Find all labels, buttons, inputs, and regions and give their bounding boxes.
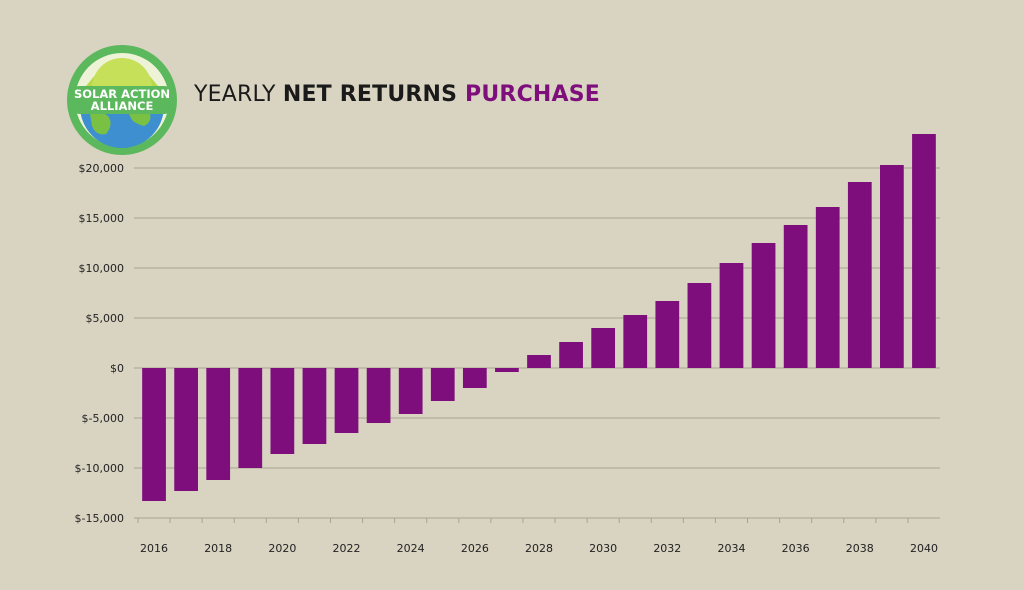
title-part-3: PURCHASE (457, 82, 601, 107)
x-axis-ticks: 2016 2018 2020 2022 2024 2026 2028 2030 2032 2034… (137, 518, 938, 555)
x-tick-label: 2026 (461, 542, 489, 555)
bar-2034 (719, 263, 744, 368)
x-tick-label: 2028 (525, 542, 553, 555)
x-tick-label: 2038 (846, 542, 874, 555)
x-tick-label: 2020 (268, 542, 296, 555)
bar-2029 (559, 342, 583, 368)
bar-2035 (751, 243, 776, 368)
title-part-2: NET RETURNS (282, 82, 458, 107)
y-tick-label: $-10,000 (75, 462, 124, 475)
x-tick-label: 2040 (910, 542, 938, 555)
bar-2036 (783, 225, 808, 368)
chart-title: YEARLY NET RETURNS PURCHASE (194, 82, 600, 107)
bar-2040 (912, 134, 936, 368)
bar-2021 (302, 368, 327, 444)
y-tick-label: $15,000 (79, 212, 125, 225)
bar-2016 (142, 368, 166, 501)
logo-banner (74, 86, 170, 114)
bar-2023 (366, 368, 391, 423)
bar-2032 (655, 301, 680, 368)
bars (142, 134, 936, 501)
bar-2026 (462, 368, 487, 388)
x-tick-label: 2030 (589, 542, 617, 555)
x-tick-label: 2022 (333, 542, 361, 555)
bar-2022 (334, 368, 359, 433)
bar-2025 (430, 368, 455, 401)
bar-2028 (527, 355, 551, 368)
title-part-1: YEARLY (194, 82, 283, 107)
x-tick-label: 2024 (397, 542, 425, 555)
bar-2031 (623, 315, 648, 368)
earth-icon (80, 106, 164, 148)
sun-icon (86, 58, 158, 88)
x-tick-label: 2016 (140, 542, 168, 555)
bar-2019 (238, 368, 263, 468)
bar-2033 (687, 283, 712, 368)
y-tick-label: $0 (110, 362, 124, 375)
x-tick-label: 2032 (653, 542, 681, 555)
bar-2018 (206, 368, 231, 480)
x-tick-label: 2018 (204, 542, 232, 555)
y-tick-label: $10,000 (79, 262, 125, 275)
bar-2024 (398, 368, 423, 414)
bar-2037 (815, 207, 840, 368)
bar-2020 (270, 368, 295, 454)
bar-2038 (847, 182, 872, 368)
bar-2030 (591, 328, 616, 368)
y-tick-label: $5,000 (86, 312, 125, 325)
y-tick-label: $-15,000 (75, 512, 124, 525)
x-tick-label: 2036 (782, 542, 810, 555)
y-tick-label: $20,000 (79, 162, 125, 175)
bar-2017 (174, 368, 198, 491)
x-tick-label: 2034 (717, 542, 745, 555)
logo-text-line1: SOLAR ACTION (74, 87, 170, 101)
bar-2027 (495, 368, 519, 372)
y-tick-label: $-5,000 (82, 412, 124, 425)
logo-text-line2: ALLIANCE (91, 99, 154, 113)
solar-action-alliance-logo: SOLAR ACTION ALLIANCE (67, 45, 177, 155)
y-axis-ticks: $20,000 $15,000 $10,000 $5,000 $0 $-5,000 $-10… (75, 162, 124, 525)
bar-2039 (880, 165, 904, 368)
